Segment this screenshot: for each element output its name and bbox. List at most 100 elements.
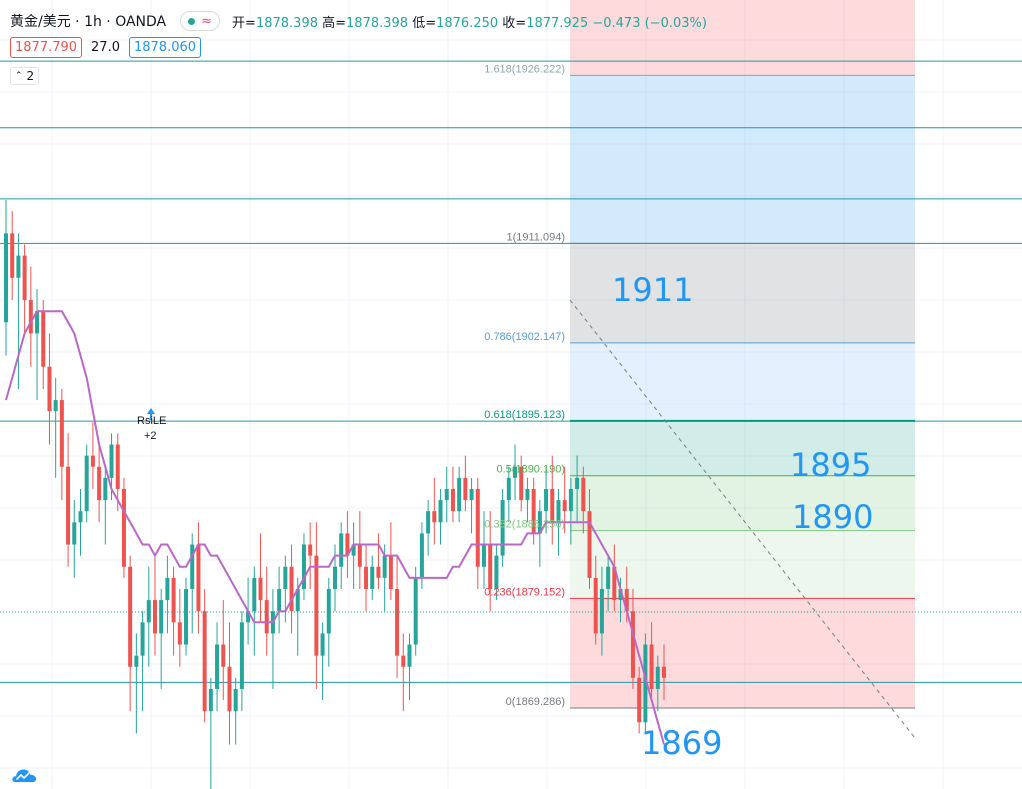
candle-body [66,466,71,545]
candle-body [283,566,288,589]
candle-body [314,555,319,656]
candle-body [103,477,108,501]
candle-body [525,488,530,501]
sell-button[interactable]: 1877.790 [10,37,83,58]
candle-body [506,477,511,501]
fib-zones [570,0,915,709]
price-annotation: 1869 [641,724,722,762]
candle-body [208,688,213,712]
fib-zone [570,243,915,343]
candle-body [544,488,549,512]
high-label: 高= [322,15,347,31]
candle-body [457,477,462,512]
candle-body [221,644,226,667]
candle-body [289,566,294,612]
candle-body [264,600,269,634]
candle-body [395,588,400,656]
candle-body [121,488,126,567]
market-status-pill[interactable]: ≈ [180,11,221,31]
candle-body [494,555,499,589]
indicators-toggle[interactable]: ⌃ 2 [10,67,40,85]
fib-label: 0.5(1890.190) [497,464,566,476]
candle-body [72,522,77,545]
candle-body [624,588,629,612]
fib-zone [570,0,915,76]
candle-body [587,511,592,578]
buy-button[interactable]: 1878.060 [128,37,202,58]
candle-body [500,500,505,556]
price-annotations: 1911 1895 1890 1869 [612,271,873,762]
candle-body [513,466,518,478]
candle-body [146,600,151,623]
candle-body [339,533,344,567]
candle-body [568,488,573,512]
candle-body [432,511,437,523]
candle-body [345,533,350,556]
candle-body [612,566,617,601]
candle-body [519,466,524,501]
candles [4,200,666,789]
candle-body [556,500,561,523]
candle-body [351,544,356,556]
candle-body [295,588,300,612]
close-label: 收= [502,15,527,31]
candle-body [450,488,455,512]
candle-body [246,611,251,623]
candle-body [649,644,654,689]
price-annotation: 1890 [792,498,873,536]
signal-label: RsiLE [137,415,166,427]
candle-body [643,644,648,723]
open-value: 1878.398 [255,15,318,31]
candle-body [159,600,164,634]
candle-body [59,400,64,467]
candle-body [41,311,46,367]
candle-body [115,444,120,489]
candle-body [364,566,369,589]
candle-body [370,566,375,589]
candle-body [426,511,431,534]
candle-body [655,666,660,689]
candle-body [202,611,207,712]
candle-body [171,577,176,623]
candle-body [78,511,83,523]
moving-average-line [5,310,665,745]
candle-body [277,588,282,612]
fib-label: 0(1869.286) [506,696,565,708]
candle-body [134,655,139,667]
fib-label: 0.382(1885.256) [484,519,565,531]
candle-body [401,655,406,667]
tradingview-logo-icon[interactable] [12,765,38,785]
fib-zone [570,420,915,476]
low-value: 1876.250 [436,15,499,31]
candle-body [165,577,170,601]
candle-body [22,255,27,301]
data-delay-icon: ≈ [201,13,213,29]
indicator-count: 2 [26,69,35,83]
chevron-down-icon: ⌃ [15,71,23,81]
trade-buttons: 1877.790 27.0 1878.060 [10,37,202,58]
fib-zone [570,530,915,599]
candle-body [357,544,362,567]
candle-body [630,611,635,678]
low-label: 低= [412,15,437,31]
price-annotation: 1895 [790,446,871,484]
symbol-title[interactable]: 黄金/美元 · 1h · OANDA [10,14,167,30]
candle-body [550,488,555,523]
open-label: 开= [232,15,256,31]
candle-body [28,300,33,334]
candle-body [618,588,623,601]
candle-body [475,488,480,567]
candle-body [301,544,306,589]
fib-label: 0.236(1879.152) [484,586,565,598]
fib-zone [570,598,915,709]
candle-body [637,677,642,723]
candle-body [376,566,381,578]
candle-body [581,477,586,512]
fib-label: 1(1911.094) [506,231,565,243]
candle-body [233,688,238,712]
candle-body [463,477,468,501]
fib-zone [570,475,915,531]
candle-body [184,588,189,645]
